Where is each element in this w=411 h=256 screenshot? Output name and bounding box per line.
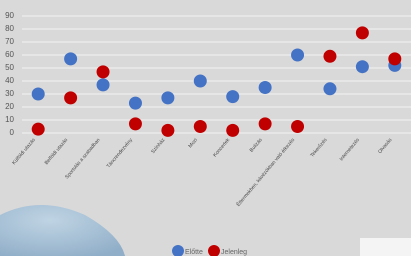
x-tick-label: Külföldi utazás [11,137,37,166]
x-tick-label: Sportolás a szabadban [64,137,102,180]
x-tick-label: Táncrendezvény [106,137,135,170]
y-tick-label: 50 [5,63,14,72]
x-tick-label: Belföldi utazás [44,137,70,166]
dot [356,26,369,39]
chart: 0 10 20 30 40 50 60 70 80 90 Külföldi utazás Belföl… [0,0,411,256]
dot [323,50,336,63]
dot [388,52,401,65]
legend-label: Előtte [185,249,203,256]
dot [129,117,142,130]
legend-marker [172,245,184,256]
dot [97,78,110,91]
y-tick-label: 60 [5,50,14,59]
x-tick-label: Tekerőzés [309,137,329,159]
dot [291,120,304,133]
x-tick-label: Éttermekben, kávézókban való étkezés [235,136,297,208]
dot [323,82,336,95]
y-tick-label: 80 [5,24,14,33]
dot [194,120,207,133]
dot [161,124,174,137]
y-tick-label: 0 [10,128,15,137]
x-tick-label: Koncertek [212,137,231,158]
x-tick-label: Bulizás [249,137,264,154]
x-tick-label: Színház [150,137,167,155]
dot [64,91,77,104]
dot [161,91,174,104]
dot [97,65,110,78]
x-tick-label: Internetezés [339,137,362,162]
y-tick-label: 70 [5,37,14,46]
corner-box [360,238,411,256]
dot [32,88,45,101]
dot [291,49,304,62]
dot [129,97,142,110]
dot [259,117,272,130]
y-tick-label: 90 [5,11,14,20]
x-tick-label: Mozi [187,137,198,149]
y-tick-label: 10 [5,115,14,124]
dot [194,75,207,88]
dot [226,124,239,137]
dot [226,90,239,103]
dot [356,60,369,73]
background-figure [0,205,125,256]
y-tick-label: 20 [5,102,14,111]
dot [64,52,77,65]
x-tick-label: Olvasás [377,137,394,155]
legend-label: Jelenleg [221,249,247,256]
page: {"chart_data": {"type": "scatter", "cate… [0,0,411,256]
dot [32,123,45,136]
dot [259,81,272,94]
legend-marker [208,245,220,256]
y-tick-label: 40 [5,76,14,85]
y-tick-label: 30 [5,89,14,98]
